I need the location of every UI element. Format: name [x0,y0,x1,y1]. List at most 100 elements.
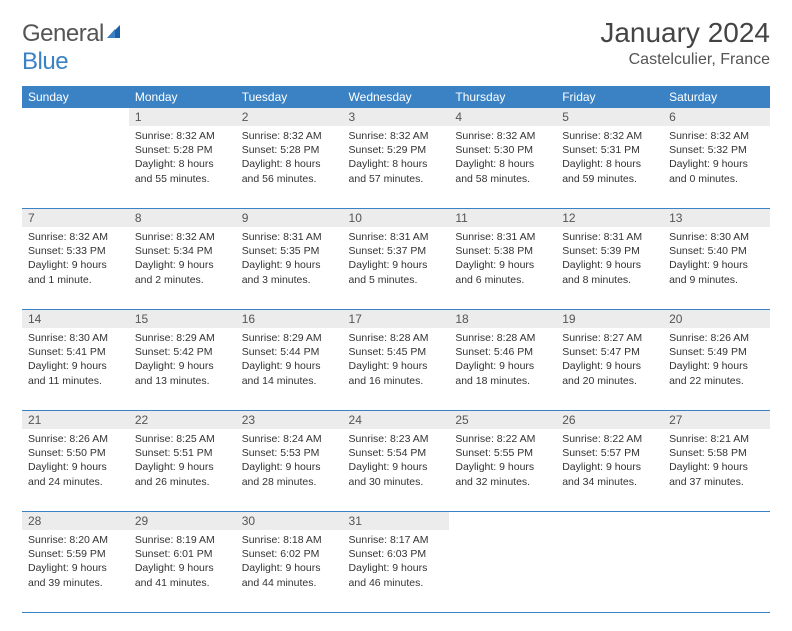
sunset-line: Sunset: 5:54 PM [349,446,444,460]
daylight-line: Daylight: 9 hours [669,258,764,272]
daylight-line: Daylight: 9 hours [28,258,123,272]
day-number-cell: 31 [343,512,450,531]
day-cell: Sunrise: 8:20 AMSunset: 5:59 PMDaylight:… [22,530,129,613]
daynum-row: 123456 [22,108,770,126]
weekday-header-row: Sunday Monday Tuesday Wednesday Thursday… [22,86,770,108]
day-number-cell [556,512,663,531]
sunrise-line: Sunrise: 8:31 AM [455,230,550,244]
sunset-line: Sunset: 5:41 PM [28,345,123,359]
sunrise-line: Sunrise: 8:30 AM [669,230,764,244]
daylight-line: and 56 minutes. [242,172,337,186]
daylight-line: Daylight: 9 hours [669,157,764,171]
sunset-line: Sunset: 5:50 PM [28,446,123,460]
day-details: Sunrise: 8:30 AMSunset: 5:41 PMDaylight:… [22,328,129,392]
daylight-line: Daylight: 9 hours [562,359,657,373]
sunset-line: Sunset: 5:29 PM [349,143,444,157]
sunrise-line: Sunrise: 8:32 AM [455,129,550,143]
sunset-line: Sunset: 5:40 PM [669,244,764,258]
daylight-line: and 11 minutes. [28,374,123,388]
sunrise-line: Sunrise: 8:21 AM [669,432,764,446]
day-details: Sunrise: 8:27 AMSunset: 5:47 PMDaylight:… [556,328,663,392]
day-number-cell: 3 [343,108,450,126]
location-label: Castelculier, France [600,51,770,69]
day-cell: Sunrise: 8:17 AMSunset: 6:03 PMDaylight:… [343,530,450,613]
day-number-cell [663,512,770,531]
day-details: Sunrise: 8:28 AMSunset: 5:45 PMDaylight:… [343,328,450,392]
daynum-row: 78910111213 [22,209,770,228]
brand-part1: General [22,20,104,47]
day-number-cell: 28 [22,512,129,531]
sunset-line: Sunset: 5:33 PM [28,244,123,258]
sunrise-line: Sunrise: 8:17 AM [349,533,444,547]
daylight-line: and 1 minute. [28,273,123,287]
day-number-cell: 9 [236,209,343,228]
day-details: Sunrise: 8:26 AMSunset: 5:50 PMDaylight:… [22,429,129,493]
sunrise-line: Sunrise: 8:24 AM [242,432,337,446]
day-cell: Sunrise: 8:23 AMSunset: 5:54 PMDaylight:… [343,429,450,512]
day-details: Sunrise: 8:23 AMSunset: 5:54 PMDaylight:… [343,429,450,493]
daylight-line: and 18 minutes. [455,374,550,388]
sunrise-line: Sunrise: 8:30 AM [28,331,123,345]
day-cell: Sunrise: 8:32 AMSunset: 5:32 PMDaylight:… [663,126,770,209]
daylight-line: Daylight: 9 hours [455,359,550,373]
day-cell [22,126,129,209]
day-number-cell: 25 [449,411,556,430]
day-number-cell: 1 [129,108,236,126]
daylight-line: Daylight: 9 hours [242,359,337,373]
daylight-line: Daylight: 9 hours [242,258,337,272]
sunrise-line: Sunrise: 8:28 AM [455,331,550,345]
day-number-cell: 6 [663,108,770,126]
day-cell [449,530,556,613]
day-content-row: Sunrise: 8:20 AMSunset: 5:59 PMDaylight:… [22,530,770,613]
sunset-line: Sunset: 5:30 PM [455,143,550,157]
daylight-line: Daylight: 9 hours [242,460,337,474]
weekday-header: Thursday [449,86,556,108]
day-details: Sunrise: 8:29 AMSunset: 5:44 PMDaylight:… [236,328,343,392]
daylight-line: Daylight: 8 hours [349,157,444,171]
day-cell: Sunrise: 8:24 AMSunset: 5:53 PMDaylight:… [236,429,343,512]
day-details: Sunrise: 8:32 AMSunset: 5:31 PMDaylight:… [556,126,663,190]
calendar-table: Sunday Monday Tuesday Wednesday Thursday… [22,86,770,613]
daylight-line: Daylight: 9 hours [135,561,230,575]
daylight-line: Daylight: 9 hours [562,258,657,272]
day-number-cell [22,108,129,126]
day-number-cell [449,512,556,531]
daylight-line: and 58 minutes. [455,172,550,186]
sunrise-line: Sunrise: 8:19 AM [135,533,230,547]
day-details: Sunrise: 8:30 AMSunset: 5:40 PMDaylight:… [663,227,770,291]
sunset-line: Sunset: 6:02 PM [242,547,337,561]
day-cell: Sunrise: 8:31 AMSunset: 5:38 PMDaylight:… [449,227,556,310]
sunset-line: Sunset: 5:32 PM [669,143,764,157]
weekday-header: Friday [556,86,663,108]
sunset-line: Sunset: 5:28 PM [242,143,337,157]
daylight-line: Daylight: 9 hours [135,359,230,373]
weekday-header: Sunday [22,86,129,108]
sunset-line: Sunset: 5:47 PM [562,345,657,359]
weekday-header: Monday [129,86,236,108]
day-number-cell: 17 [343,310,450,329]
daylight-line: Daylight: 8 hours [455,157,550,171]
sail-icon [105,20,123,48]
day-number-cell: 10 [343,209,450,228]
daylight-line: and 14 minutes. [242,374,337,388]
sunrise-line: Sunrise: 8:32 AM [562,129,657,143]
day-details: Sunrise: 8:25 AMSunset: 5:51 PMDaylight:… [129,429,236,493]
daynum-row: 21222324252627 [22,411,770,430]
day-cell: Sunrise: 8:30 AMSunset: 5:40 PMDaylight:… [663,227,770,310]
day-cell: Sunrise: 8:18 AMSunset: 6:02 PMDaylight:… [236,530,343,613]
sunset-line: Sunset: 5:51 PM [135,446,230,460]
day-cell: Sunrise: 8:22 AMSunset: 5:55 PMDaylight:… [449,429,556,512]
sunset-line: Sunset: 5:57 PM [562,446,657,460]
day-number-cell: 20 [663,310,770,329]
daylight-line: and 9 minutes. [669,273,764,287]
daylight-line: and 26 minutes. [135,475,230,489]
day-number-cell: 4 [449,108,556,126]
sunset-line: Sunset: 5:59 PM [28,547,123,561]
sunset-line: Sunset: 5:38 PM [455,244,550,258]
day-cell [663,530,770,613]
daylight-line: and 57 minutes. [349,172,444,186]
day-details: Sunrise: 8:32 AMSunset: 5:28 PMDaylight:… [236,126,343,190]
day-details: Sunrise: 8:28 AMSunset: 5:46 PMDaylight:… [449,328,556,392]
daylight-line: and 37 minutes. [669,475,764,489]
daylight-line: and 41 minutes. [135,576,230,590]
